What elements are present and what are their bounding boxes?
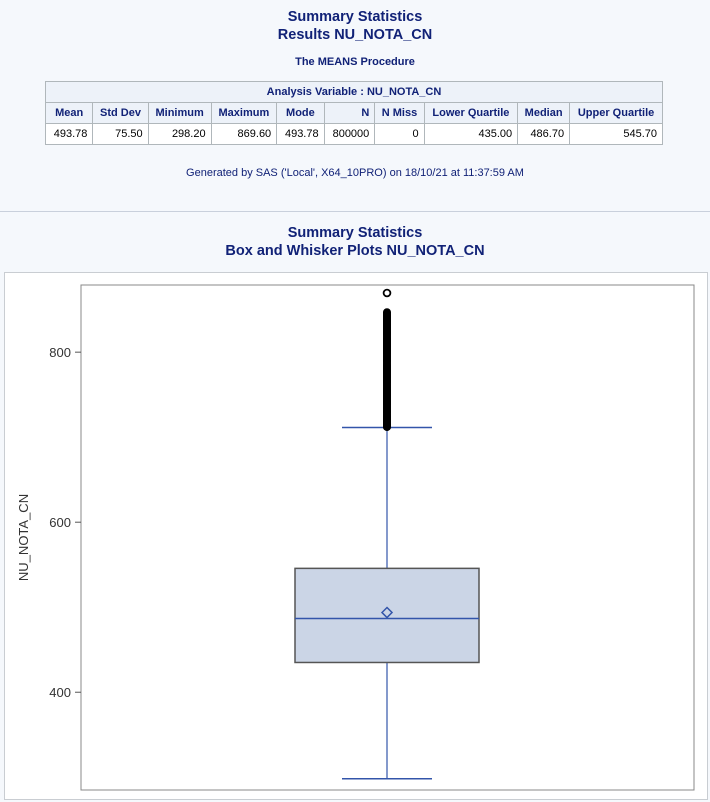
col-header-mode: Mode bbox=[276, 102, 325, 124]
cell-n-miss: 0 bbox=[374, 123, 425, 145]
iqr-box bbox=[294, 567, 480, 664]
y-tick-label: 800 bbox=[49, 345, 71, 360]
cell-std-dev: 75.50 bbox=[92, 123, 149, 145]
col-header-median: Median bbox=[517, 102, 571, 124]
max-outlier-point bbox=[382, 288, 392, 298]
cell-mode: 493.78 bbox=[276, 123, 325, 145]
col-header-lower-quartile: Lower Quartile bbox=[423, 102, 519, 124]
col-header-upper-quartile: Upper Quartile bbox=[569, 102, 663, 124]
outlier-point bbox=[382, 308, 391, 317]
cell-maximum: 869.60 bbox=[210, 123, 278, 145]
col-header-std-dev: Std Dev bbox=[92, 102, 149, 124]
plot-title: Summary Statistics bbox=[287, 225, 423, 241]
y-tick-label: 600 bbox=[49, 515, 71, 530]
page-title: Summary Statistics bbox=[287, 9, 423, 25]
mean-marker bbox=[380, 606, 394, 619]
plot-frame: 400 600 800 NU_NOTA_CN bbox=[4, 272, 708, 800]
box-plot-chart: 400 600 800 NU_NOTA_CN bbox=[16, 284, 695, 791]
col-header-minimum: Minimum bbox=[147, 102, 212, 124]
cell-lower-quartile: 435.00 bbox=[423, 123, 519, 145]
cell-n: 800000 bbox=[323, 123, 376, 145]
y-axis-label: NU_NOTA_CN bbox=[16, 494, 31, 581]
cell-minimum: 298.20 bbox=[147, 123, 212, 145]
col-header-maximum: Maximum bbox=[210, 102, 278, 124]
y-tick-label: 400 bbox=[49, 685, 71, 700]
col-header-n: N bbox=[323, 102, 376, 124]
col-header-mean: Mean bbox=[44, 102, 94, 124]
generated-note: Generated by SAS ('Local', X64_10PRO) on… bbox=[186, 167, 524, 179]
table-row: 493.78 75.50 298.20 869.60 493.78 800000… bbox=[44, 123, 663, 145]
cell-upper-quartile: 545.70 bbox=[569, 123, 663, 145]
section-divider bbox=[0, 211, 710, 212]
results-section: Summary Statistics Results NU_NOTA_CN Th… bbox=[0, 0, 710, 212]
page-subtitle: Results NU_NOTA_CN bbox=[277, 27, 433, 43]
summary-table: Analysis Variable : NU_NOTA_CN Mean Std … bbox=[44, 81, 663, 145]
analysis-variable-caption: Analysis Variable : NU_NOTA_CN bbox=[45, 81, 663, 103]
cell-mean: 493.78 bbox=[44, 123, 94, 145]
cell-median: 486.70 bbox=[517, 123, 571, 145]
plot-subtitle: Box and Whisker Plots NU_NOTA_CN bbox=[225, 243, 485, 259]
procedure-title: The MEANS Procedure bbox=[295, 56, 415, 68]
col-header-n-miss: N Miss bbox=[374, 102, 425, 124]
